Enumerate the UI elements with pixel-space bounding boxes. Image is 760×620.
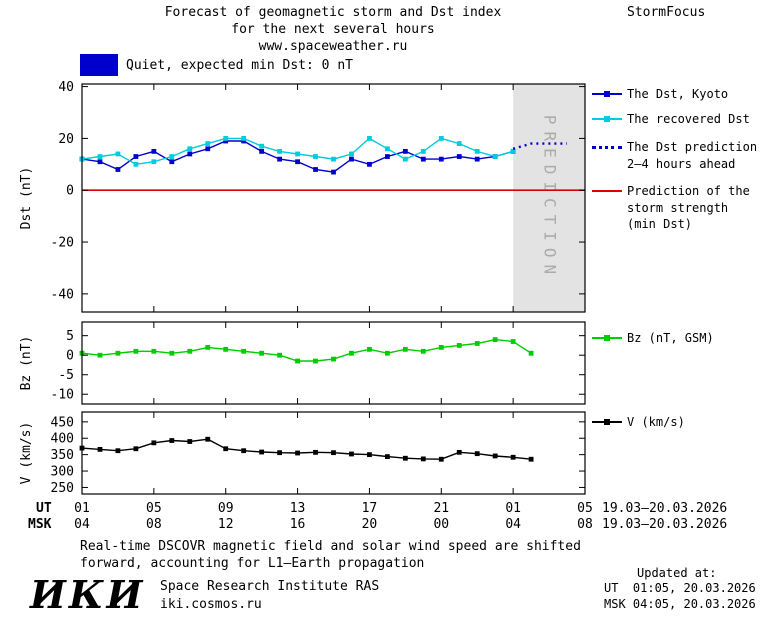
svg-text:05: 05 [577, 501, 593, 516]
stormfocus-brand: StormFocus [627, 5, 706, 20]
legend-label: Bz (nT, GSM) [627, 331, 714, 345]
status-banner: Quiet, expected min Dst: 0 nT [80, 54, 353, 76]
svg-text:V (km/s): V (km/s) [19, 422, 34, 485]
svg-text:250: 250 [51, 481, 74, 496]
legend-label: The recovered Dst [627, 112, 750, 126]
institute-name: Space Research Institute RAS [160, 579, 380, 594]
legend-item-dst-prediction: The Dst prediction 2—4 hours ahead [592, 139, 757, 172]
svg-text:21: 21 [433, 501, 449, 516]
bz-line-swatch [592, 335, 622, 341]
legend-label-line: (min Dst) [627, 217, 693, 231]
recovered-dst-line-swatch [592, 116, 622, 122]
svg-text:Bz (nT): Bz (nT) [19, 336, 34, 391]
svg-text:40: 40 [58, 80, 74, 95]
propagation-note-line-1: Real-time DSCOVR magnetic field and sola… [80, 539, 581, 554]
svg-text:350: 350 [51, 448, 74, 463]
legend-label: The Dst prediction 2—4 hours ahead [627, 139, 757, 172]
legend-item-bz: Bz (nT, GSM) [592, 330, 714, 347]
legend-item-storm-strength: Prediction of the storm strength (min Ds… [592, 183, 750, 233]
svg-text:04: 04 [505, 517, 521, 532]
svg-text:0: 0 [66, 349, 74, 364]
title-line-3-url: www.spaceweather.ru [258, 39, 408, 54]
svg-text:05: 05 [146, 501, 162, 516]
svg-text:13: 13 [290, 501, 306, 516]
svg-text:01: 01 [74, 501, 90, 516]
svg-text:00: 00 [433, 517, 449, 532]
svg-text:20: 20 [58, 132, 74, 147]
title-line-2: for the next several hours [231, 22, 435, 37]
quiet-level-swatch [80, 54, 118, 76]
svg-text:-20: -20 [51, 236, 74, 251]
ut-axis-date: 19.03—20.03.2026 [602, 501, 728, 516]
legend-label-line: The Dst prediction [627, 140, 758, 154]
msk-axis-row-label: MSK [28, 517, 52, 532]
svg-text:400: 400 [51, 432, 74, 447]
svg-text:09: 09 [218, 501, 234, 516]
legend-label: Prediction of the storm strength (min Ds… [627, 183, 750, 233]
svg-text:-5: -5 [58, 368, 74, 383]
svg-text:16: 16 [290, 517, 306, 532]
propagation-note: Real-time DSCOVR magnetic field and sola… [80, 538, 581, 572]
svg-text:450: 450 [51, 415, 74, 430]
iki-logo: ИКИ [30, 572, 146, 617]
v-line-swatch [592, 419, 622, 425]
legend-item-dst-kyoto: The Dst, Kyoto [592, 86, 728, 103]
dst-prediction-dotted-swatch [592, 146, 622, 149]
legend-item-v: V (km/s) [592, 414, 685, 431]
svg-text:08: 08 [577, 517, 593, 532]
svg-text:20: 20 [362, 517, 378, 532]
propagation-note-line-2: forward, accounting for L1—Earth propaga… [80, 556, 425, 571]
svg-text:08: 08 [146, 517, 162, 532]
svg-text:04: 04 [74, 517, 90, 532]
page-title: Forecast of geomagnetic storm and Dst in… [83, 4, 583, 55]
svg-text:Dst (nT): Dst (nT) [19, 167, 34, 230]
msk-axis-date: 19.03—20.03.2026 [602, 517, 728, 532]
svg-text:17: 17 [362, 501, 378, 516]
svg-text:300: 300 [51, 465, 74, 480]
updated-at-label: Updated at: [637, 566, 717, 580]
svg-text:PREDICTION: PREDICTION [541, 115, 560, 281]
institute-url: iki.cosmos.ru [160, 597, 262, 612]
svg-text:12: 12 [218, 517, 234, 532]
legend-label-line: Prediction of the [627, 184, 750, 198]
svg-text:01: 01 [505, 501, 521, 516]
legend-label: The Dst, Kyoto [627, 87, 729, 101]
status-banner-label: Quiet, expected min Dst: 0 nT [126, 57, 353, 73]
svg-text:0: 0 [66, 184, 74, 199]
storm-strength-line-swatch [592, 190, 622, 192]
svg-text:-10: -10 [51, 388, 74, 403]
legend-label: V (km/s) [627, 415, 685, 429]
updated-ut-time: UT 01:05, 20.03.2026 [604, 581, 756, 595]
title-line-1: Forecast of geomagnetic storm and Dst in… [164, 5, 502, 20]
updated-msk-time: MSK 04:05, 20.03.2026 [604, 597, 756, 611]
svg-text:5: 5 [66, 329, 74, 344]
svg-text:-40: -40 [51, 287, 74, 302]
legend-item-recovered-dst: The recovered Dst [592, 111, 750, 128]
ut-axis-row-label: UT [36, 501, 52, 516]
dst-kyoto-line-swatch [592, 91, 622, 97]
legend-label-line: 2—4 hours ahead [627, 156, 736, 171]
legend-label-line: storm strength [627, 200, 729, 215]
